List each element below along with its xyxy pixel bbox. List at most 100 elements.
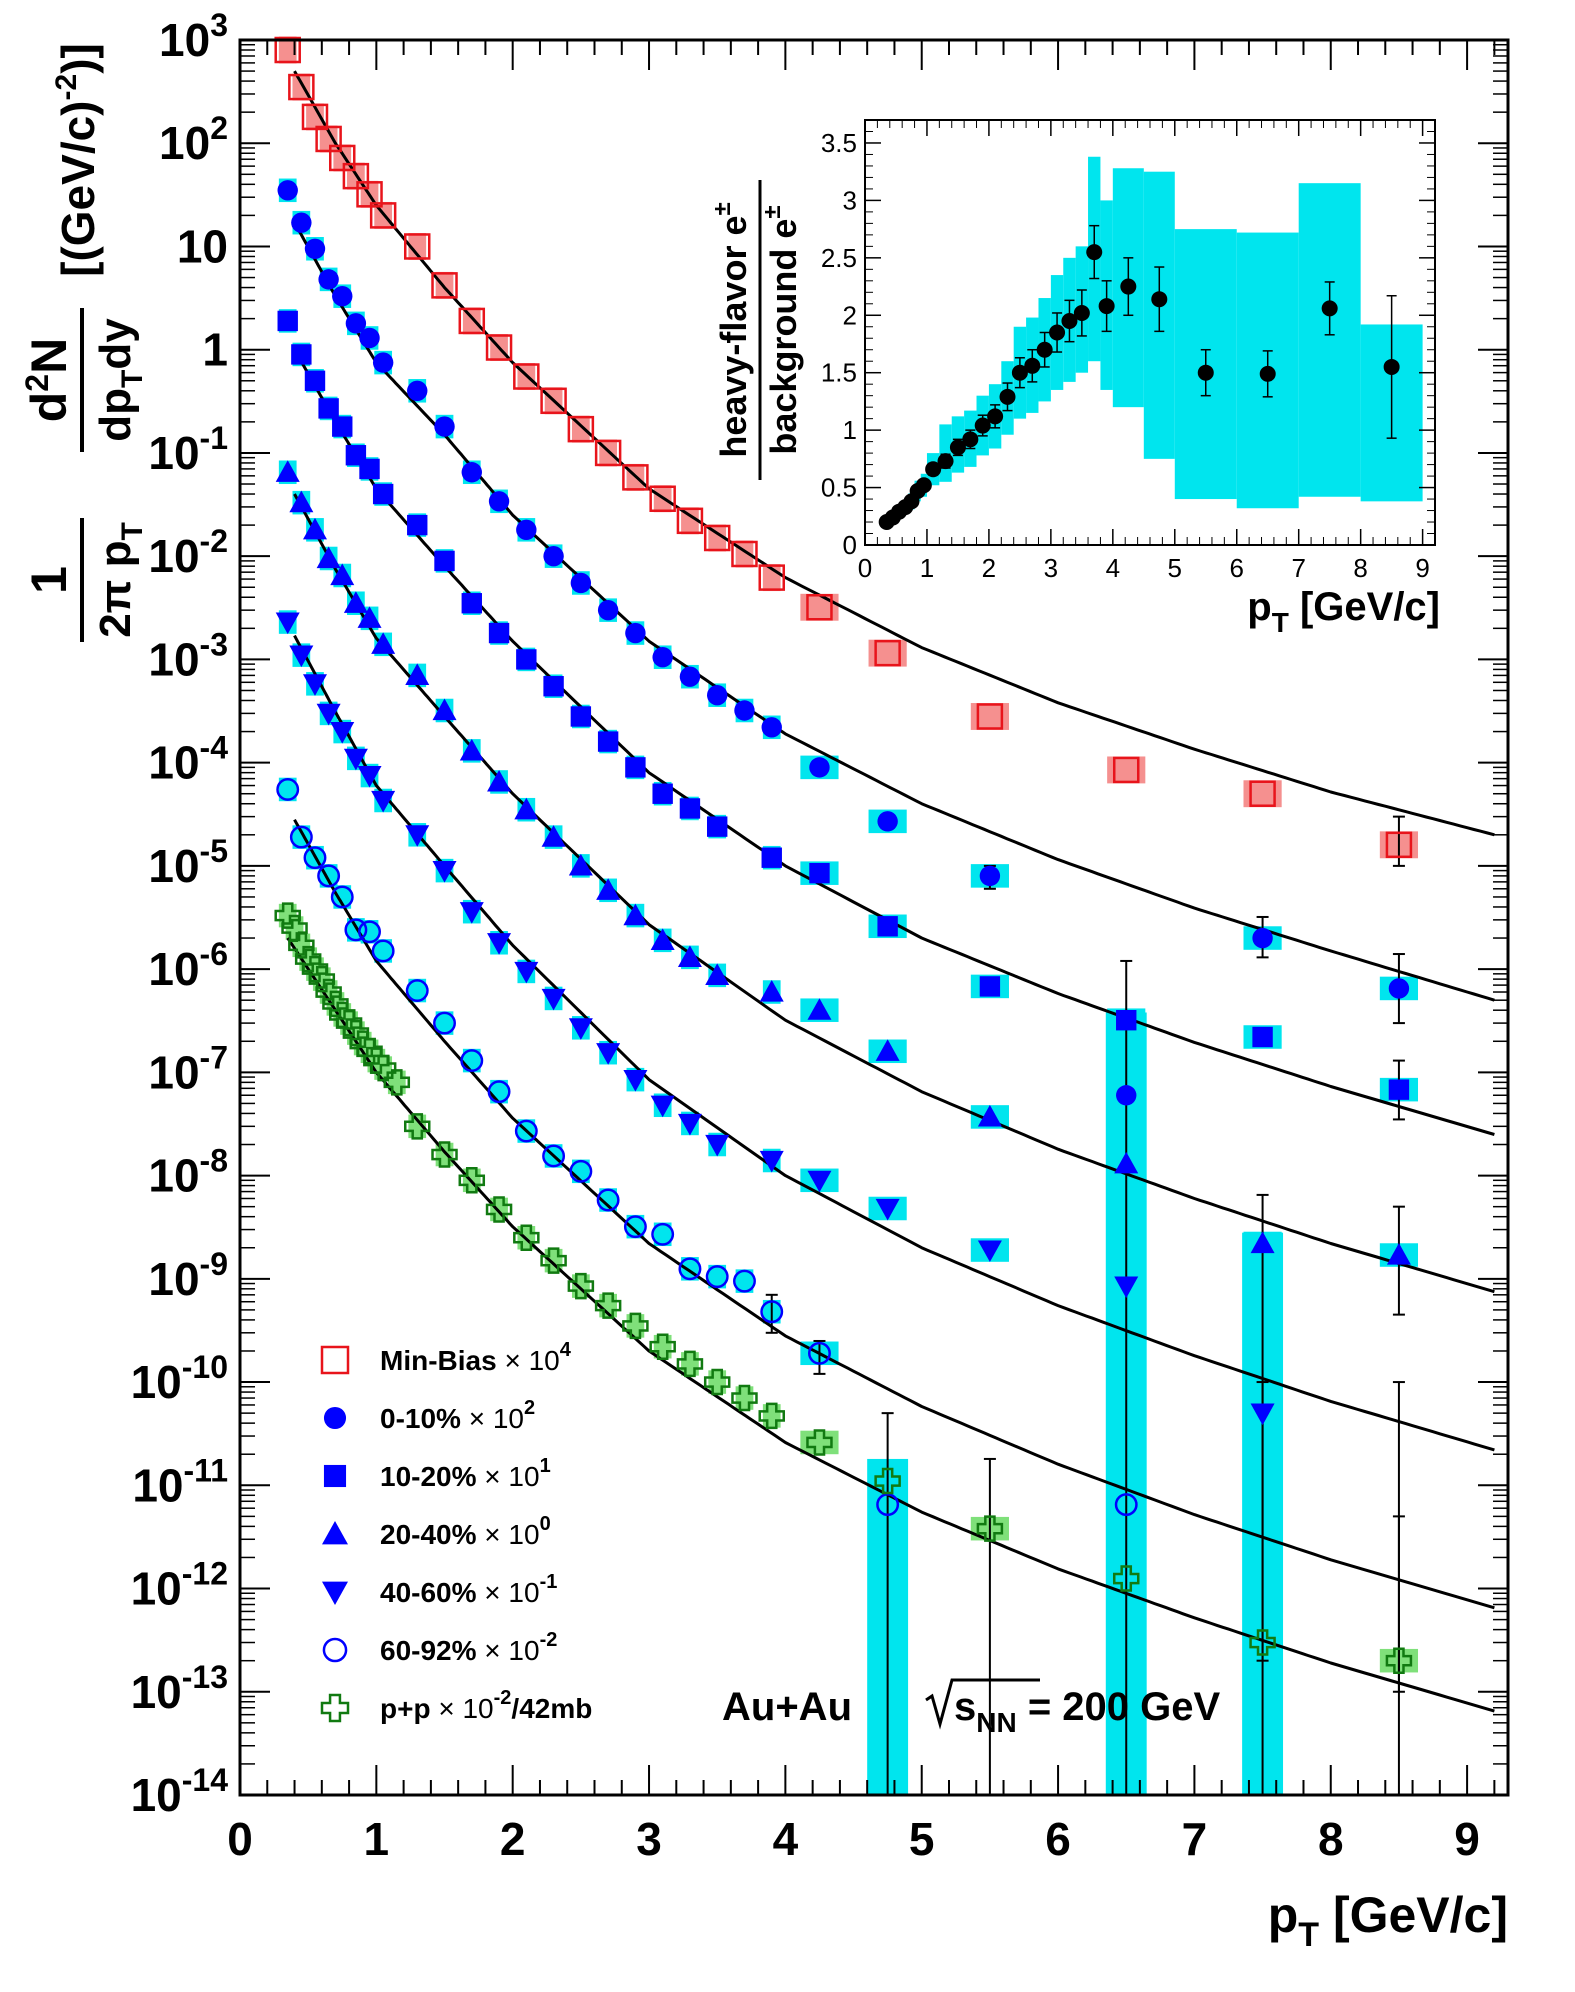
legend-scale-exponent: 0 — [540, 1513, 551, 1535]
main-y-tick-label: 10-9 — [148, 1246, 228, 1305]
main-x-axis-title: pT [GeV/c] — [1268, 1887, 1508, 1954]
main-y-tick-label: 10-13 — [131, 1659, 228, 1718]
legend-series-name: p+p — [380, 1693, 431, 1724]
inset-x-tick-label: 3 — [1044, 553, 1058, 583]
data-point-c010 — [625, 622, 646, 644]
y-title-frac1-den: 2π pT — [91, 522, 149, 638]
data-point-mb — [758, 564, 785, 591]
data-point-c2040 — [432, 698, 457, 721]
inset-data-point — [937, 453, 954, 470]
data-point-c010 — [877, 811, 898, 832]
legend-marker-mb — [320, 1345, 350, 1375]
y-tick-exponent: -4 — [200, 730, 229, 766]
data-point-pp — [1385, 1647, 1413, 1674]
data-point-c6092 — [514, 1119, 538, 1143]
inset-data-point — [999, 388, 1016, 405]
inset-data-point — [974, 417, 991, 434]
legend-series-name: 0-10% — [380, 1403, 461, 1434]
y-title-frac2-num: d2N — [19, 338, 77, 422]
data-point-c6092 — [542, 1144, 566, 1168]
y-tick-base: 10 — [148, 840, 199, 892]
data-point-c4060 — [807, 1170, 832, 1193]
data-point-mb — [1112, 756, 1140, 784]
data-point-c6092 — [876, 1493, 900, 1517]
data-point-c4060 — [759, 1150, 784, 1173]
y-tick-exponent: -9 — [200, 1246, 228, 1282]
data-point-pp — [403, 1113, 431, 1140]
data-point-c010 — [543, 545, 564, 567]
main-y-tick-label: 10-12 — [131, 1556, 228, 1615]
data-point-mb — [315, 125, 342, 153]
data-point-c2040 — [275, 460, 300, 482]
data-point-c1020 — [761, 847, 782, 868]
main-x-tick-label: 8 — [1318, 1813, 1344, 1865]
inset-x-tick-label: 4 — [1106, 553, 1120, 583]
data-point-c1020 — [359, 458, 380, 480]
sys-box-c6092 — [435, 1011, 454, 1035]
data-point-c4060 — [275, 612, 300, 635]
inset-data-point — [1011, 364, 1028, 381]
legend-scale-exponent: 2 — [524, 1397, 535, 1419]
data-point-c2040 — [875, 1039, 900, 1061]
inset-y-tick-label: 0 — [843, 530, 857, 560]
data-point-pp — [274, 902, 301, 929]
sys-box-pp — [800, 1430, 839, 1455]
legend-scale-exponent: -2 — [540, 1629, 558, 1651]
y-tick-exponent: 3 — [210, 7, 228, 43]
data-point-c010 — [488, 491, 510, 512]
data-point-pp — [703, 1368, 731, 1396]
inset-data-point — [962, 431, 979, 448]
data-point-c1020 — [1252, 1026, 1273, 1048]
main-x-title-rest: [GeV/c] — [1319, 1887, 1508, 1943]
data-point-c4060 — [677, 1113, 702, 1136]
y-tick-exponent: -10 — [182, 1349, 228, 1385]
data-point-pp — [758, 1402, 785, 1430]
data-point-c010 — [679, 666, 701, 687]
data-point-mb — [342, 162, 370, 190]
y-tick-exponent: -12 — [182, 1556, 228, 1592]
data-point-c1020 — [543, 676, 564, 697]
main-x-tick-label: 4 — [773, 1813, 799, 1865]
inset-y-tick-label: 3 — [843, 185, 857, 215]
legend-label-pp: p+p × 10-2/42mb — [380, 1687, 592, 1724]
data-point-c4060 — [357, 765, 382, 788]
data-point-mb — [622, 464, 649, 491]
legend-scale-exponent: 4 — [560, 1339, 572, 1361]
main-x-tick-label: 0 — [227, 1813, 253, 1865]
sys-box-mb — [408, 233, 427, 260]
energy-label: sNN = 200 GeV — [925, 1678, 1221, 1738]
data-point-c2040 — [650, 928, 675, 950]
data-point-c4060 — [623, 1070, 648, 1092]
data-point-c2040 — [596, 878, 621, 900]
fit-curve-mb — [293, 70, 1495, 837]
data-point-c2040 — [677, 945, 702, 967]
data-point-c010 — [570, 572, 592, 594]
data-point-mb — [274, 36, 301, 64]
main-x-tick-label: 6 — [1045, 1813, 1071, 1865]
data-point-c4060 — [487, 933, 512, 955]
data-point-c010 — [372, 352, 394, 373]
data-point-c2040 — [807, 998, 832, 1020]
inset-x-title-sub: T — [1272, 607, 1289, 638]
data-point-pp — [649, 1333, 676, 1360]
data-point-c010 — [345, 313, 367, 334]
sys-box-c6092 — [735, 1269, 754, 1293]
y-tick-exponent: -6 — [200, 936, 228, 972]
data-point-pp — [294, 945, 322, 973]
fit-curve-c6092 — [293, 818, 1495, 1610]
inset-data-point — [1151, 291, 1168, 308]
data-point-c6092 — [808, 1341, 831, 1365]
sqrt-symbol — [925, 1678, 1040, 1730]
data-point-mb — [649, 485, 676, 512]
data-point-c2040 — [343, 591, 368, 613]
data-point-c1020 — [877, 916, 898, 937]
data-point-c6092 — [317, 864, 341, 888]
legend-label-c2040: 20-40% × 100 — [380, 1513, 551, 1550]
data-point-c4060 — [459, 902, 484, 924]
y-tick-base: 10 — [148, 1253, 199, 1305]
inset-y-axis-title: heavy-flavor e± background e± — [709, 180, 804, 480]
sys-box-mb — [800, 593, 839, 621]
sys-box-mb — [970, 703, 1009, 730]
data-point-c1020 — [979, 976, 1001, 997]
